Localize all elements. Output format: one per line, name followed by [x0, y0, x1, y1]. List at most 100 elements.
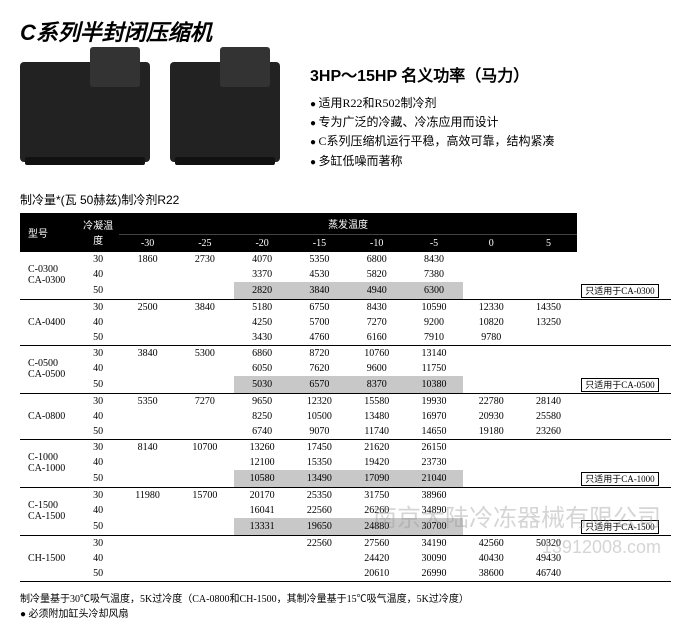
cell-value: 24420 [348, 551, 405, 566]
cell-value: 24880 [348, 518, 405, 536]
table-row: 4042505700727092001082013250 [20, 315, 671, 330]
cell-value: 21040 [405, 470, 462, 488]
cell-value: 2730 [176, 252, 233, 267]
cell-note [577, 566, 671, 582]
cell-value [463, 361, 520, 376]
cell-model: C-1500 CA-1500 [20, 487, 77, 535]
cell-cond-temp: 50 [77, 376, 119, 394]
cell-value [463, 439, 520, 455]
feature-item: 多缸低噪而著称 [310, 152, 671, 171]
cell-value: 23730 [405, 455, 462, 470]
th-evap: 蒸发温度 [119, 213, 577, 235]
cell-value: 34890 [405, 503, 462, 518]
cell-value: 10820 [463, 315, 520, 330]
cell-value [119, 566, 176, 582]
cell-value [463, 252, 520, 267]
cell-cond-temp: 40 [77, 551, 119, 566]
cell-value [119, 503, 176, 518]
table-row: CA-0800305350727096501232015580199302278… [20, 393, 671, 409]
cell-value: 7910 [405, 330, 462, 346]
feature-item: 专为广泛的冷藏、冷冻应用而设计 [310, 113, 671, 132]
cell-cond-temp: 50 [77, 518, 119, 536]
footnote-line: 制冷量基于30℃吸气温度，5K过冷度（CA-0800和CH-1500，其制冷量基… [20, 592, 671, 607]
cell-cond-temp: 30 [77, 535, 119, 551]
table-row: C-1000 CA-100030814010700132601745021620… [20, 439, 671, 455]
cell-value: 15580 [348, 393, 405, 409]
cell-value: 38960 [405, 487, 462, 503]
cell-value: 30700 [405, 518, 462, 536]
footnotes: 制冷量基于30℃吸气温度，5K过冷度（CA-0800和CH-1500，其制冷量基… [20, 592, 671, 622]
cell-value [176, 551, 233, 566]
cell-value: 6050 [234, 361, 291, 376]
table-row: C-0500 CA-050030384053006860872010760131… [20, 345, 671, 361]
cell-cond-temp: 30 [77, 252, 119, 267]
cell-value [291, 566, 348, 582]
cell-value [176, 566, 233, 582]
cell-value [463, 267, 520, 282]
cell-value: 20170 [234, 487, 291, 503]
cell-value: 9070 [291, 424, 348, 440]
th-evap-temp: 5 [520, 234, 577, 252]
table-row: 5013331196502488030700只适用于CA-1500 [20, 518, 671, 536]
cell-value [176, 282, 233, 300]
th-evap-temp: -30 [119, 234, 176, 252]
cell-note [577, 267, 671, 282]
cell-value: 26150 [405, 439, 462, 455]
th-evap-temp: -20 [234, 234, 291, 252]
cell-note [577, 503, 671, 518]
cell-note [577, 439, 671, 455]
cell-value [176, 267, 233, 282]
cell-value: 11750 [405, 361, 462, 376]
cell-model: CA-0800 [20, 393, 77, 439]
cell-value: 6750 [291, 299, 348, 315]
note-label: 只适用于CA-0300 [581, 284, 659, 298]
cell-value [520, 470, 577, 488]
cell-value [119, 330, 176, 346]
cell-value: 13140 [405, 345, 462, 361]
cell-value: 6860 [234, 345, 291, 361]
table-row: 5010580134901709021040只适用于CA-1000 [20, 470, 671, 488]
cell-value: 19180 [463, 424, 520, 440]
cell-cond-temp: 50 [77, 282, 119, 300]
cell-value: 3840 [119, 345, 176, 361]
table-row: 5034304760616079109780 [20, 330, 671, 346]
cell-value [176, 315, 233, 330]
cell-value: 26990 [405, 566, 462, 582]
cell-value [463, 487, 520, 503]
cell-value: 12320 [291, 393, 348, 409]
cell-value: 2820 [234, 282, 291, 300]
cell-cond-temp: 50 [77, 470, 119, 488]
cell-value [520, 361, 577, 376]
cell-value [520, 345, 577, 361]
cell-cond-temp: 30 [77, 345, 119, 361]
cell-note: 只适用于CA-0300 [577, 282, 671, 300]
cell-value [119, 424, 176, 440]
cell-value: 13480 [348, 409, 405, 424]
cell-value: 7270 [176, 393, 233, 409]
cell-value: 6160 [348, 330, 405, 346]
product-images [20, 62, 280, 162]
table-row: 403370453058207380 [20, 267, 671, 282]
cell-value: 26260 [348, 503, 405, 518]
th-evap-temp: -10 [348, 234, 405, 252]
cell-value [119, 267, 176, 282]
cell-value [463, 455, 520, 470]
cell-value: 25580 [520, 409, 577, 424]
cell-value: 9200 [405, 315, 462, 330]
cell-value [520, 376, 577, 394]
th-model: 型号 [20, 213, 77, 252]
cell-value [176, 376, 233, 394]
cell-value: 11980 [119, 487, 176, 503]
cell-value: 14350 [520, 299, 577, 315]
table-row: C-0300 CA-030030186027304070535068008430 [20, 252, 671, 267]
cell-value [176, 470, 233, 488]
cell-cond-temp: 40 [77, 503, 119, 518]
cell-note [577, 330, 671, 346]
cell-note [577, 409, 671, 424]
cell-value: 27560 [348, 535, 405, 551]
cell-value: 34190 [405, 535, 462, 551]
cell-value: 4070 [234, 252, 291, 267]
header-row: 3HP～15HP 名义功率（马力） 适用R22和R502制冷剂专为广泛的冷藏、冷… [20, 62, 671, 171]
note-label: 只适用于CA-1500 [581, 520, 659, 534]
table-row: 502820384049406300只适用于CA-0300 [20, 282, 671, 300]
